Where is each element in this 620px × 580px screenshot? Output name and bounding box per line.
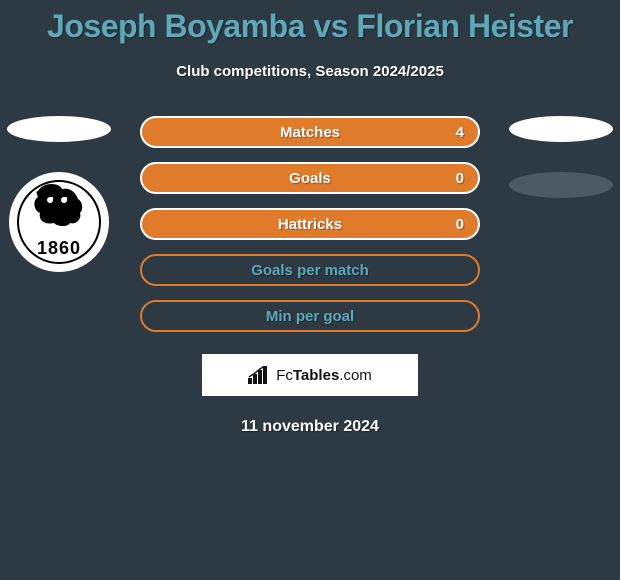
stat-bar: Matches 4 [140,116,480,148]
player-right-club-oval [509,172,613,198]
stat-value: 0 [456,216,464,233]
page-title: Joseph Boyamba vs Florian Heister [0,0,620,45]
stat-label: Goals [289,170,331,187]
player-right-column [506,116,616,198]
stat-value: 0 [456,170,464,187]
stat-label: Matches [280,124,340,141]
player-left-avatar [7,116,111,142]
stat-bar: Goals per match [140,254,480,286]
stat-value: 4 [456,124,464,141]
branding-bold: Tables [293,367,339,384]
stat-bar: Hattricks 0 [140,208,480,240]
bars-icon [248,366,270,384]
branding-text: FcTables.com [276,367,372,384]
lion-icon [32,183,86,227]
branding-prefix: Fc [276,367,293,384]
stat-label: Min per goal [266,308,354,325]
stat-bars: Matches 4 Goals 0 Hattricks 0 Goals per match M… [140,116,480,332]
stat-bar: Goals 0 [140,162,480,194]
stat-label: Goals per match [251,262,369,279]
player-right-avatar [509,116,613,142]
branding-box: FcTables.com [202,354,418,396]
stat-bar: Min per goal [140,300,480,332]
stat-label: Hattricks [278,216,342,233]
branding-suffix: .com [339,367,372,384]
club-year-label: 1860 [12,238,106,259]
comparison-panel: 1860 Matches 4 Goals 0 Hattricks 0 Goals per m… [0,116,620,436]
player-left-club-badge: 1860 [9,172,109,272]
date-label: 11 november 2024 [0,418,620,436]
player-left-column: 1860 [4,116,114,272]
subtitle: Club competitions, Season 2024/2025 [0,63,620,80]
